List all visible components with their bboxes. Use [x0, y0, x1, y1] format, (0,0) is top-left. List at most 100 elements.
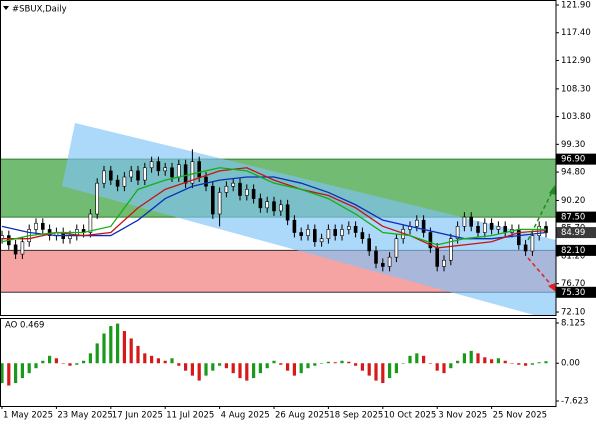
- x-tick-label: 3 Nov 2025: [438, 411, 487, 421]
- ao-bar: [20, 363, 24, 379]
- ao-bar: [7, 363, 11, 386]
- candle-body: [177, 164, 181, 178]
- ao-bar: [204, 363, 208, 376]
- candle-body: [231, 182, 236, 187]
- ao-bar: [483, 357, 487, 364]
- candle-body: [238, 182, 242, 196]
- ao-bar: [252, 363, 256, 379]
- candle-body: [523, 244, 528, 252]
- candle-body: [156, 161, 161, 172]
- ao-bar: [116, 323, 120, 364]
- candle-body: [163, 167, 168, 172]
- y-tick-label: 117.40: [561, 28, 591, 38]
- ao-bar: [374, 363, 378, 381]
- y-tick-label: 108.30: [561, 84, 591, 94]
- ao-bar: [537, 362, 541, 364]
- ao-bar: [88, 353, 92, 364]
- candle-body: [34, 222, 38, 230]
- candle-body: [367, 238, 372, 252]
- candle-body: [204, 176, 208, 187]
- candle-body: [340, 229, 344, 236]
- ao-bar: [490, 359, 494, 364]
- candle-body: [224, 185, 229, 193]
- price-label: 87.50: [561, 213, 585, 223]
- candle-body: [374, 250, 378, 264]
- ao-bar: [517, 363, 521, 365]
- ao-bar: [320, 363, 324, 364]
- y-tick-label: 103.80: [561, 112, 591, 122]
- price-label-bg: [556, 244, 596, 256]
- ao-bar: [170, 358, 174, 364]
- ao-bar: [408, 355, 412, 364]
- candle-body: [428, 232, 433, 249]
- ao-bar: [360, 363, 365, 371]
- ao-bar: [54, 358, 58, 364]
- price-label: 75.30: [561, 288, 585, 298]
- ao-bar: [95, 343, 99, 364]
- x-tick-label: 4 Aug 2025: [221, 411, 270, 421]
- candle-body: [197, 161, 202, 178]
- ao-bar: [224, 363, 229, 369]
- candle-body: [190, 161, 195, 184]
- ao-frame: [0, 318, 557, 407]
- ao-bar: [292, 363, 297, 376]
- ao-bar: [435, 363, 439, 371]
- moving-average: [1, 167, 547, 246]
- ao-bar: [272, 360, 276, 364]
- candle-body: [251, 189, 256, 199]
- candle-body: [483, 222, 487, 233]
- ao-bar: [333, 362, 337, 364]
- candle-body: [455, 226, 460, 239]
- candle-body: [170, 167, 174, 178]
- ao-bar: [109, 326, 113, 364]
- last-price-label: 84.99: [561, 228, 585, 238]
- channel: [62, 123, 556, 315]
- ao-bar: [428, 363, 433, 364]
- ao-bar: [190, 363, 195, 376]
- ao-bar: [129, 338, 133, 364]
- candle-body: [360, 232, 365, 239]
- y-tick-label: 72.10: [561, 308, 585, 318]
- candle-body: [258, 198, 263, 209]
- price-label-bg: [556, 153, 596, 165]
- ao-bar: [122, 331, 127, 364]
- ao-panel: [0, 323, 548, 386]
- candle-body: [13, 244, 18, 255]
- trend-channel: [62, 123, 556, 315]
- price-label-bg: [556, 211, 596, 223]
- ao-bar: [258, 363, 263, 374]
- ao-bar: [61, 363, 65, 364]
- ao-bar: [279, 363, 283, 365]
- ao-bar: [68, 363, 72, 366]
- candle-body: [313, 229, 317, 243]
- moving-average: [1, 167, 547, 249]
- up-arrow-head: [549, 185, 556, 195]
- candle-body: [442, 259, 446, 267]
- price-label: 82.10: [561, 246, 585, 256]
- ao-bar: [299, 363, 303, 374]
- candle-body: [469, 216, 474, 227]
- ao-bar: [102, 333, 106, 364]
- ao-bar: [184, 363, 188, 371]
- candle-body: [462, 216, 467, 227]
- candle-body: [421, 219, 426, 233]
- ao-bar: [503, 360, 507, 364]
- y-tick-label: 94.80: [561, 168, 585, 178]
- candle-body: [285, 204, 290, 221]
- x-tick-label: 25 Nov 2025: [493, 411, 547, 421]
- ao-bar: [354, 363, 358, 366]
- menu-arrow[interactable]: [3, 6, 9, 10]
- ao-bar: [47, 355, 52, 364]
- ao-bar: [422, 355, 426, 364]
- ao-bar: [231, 363, 235, 374]
- down-arrow-head: [548, 283, 556, 292]
- ao-bar: [544, 361, 548, 364]
- ao-bar: [136, 345, 140, 364]
- ao-bar: [245, 363, 249, 381]
- candle-body: [88, 213, 93, 233]
- candle-body: [299, 232, 304, 236]
- down-arrow: [527, 257, 554, 288]
- ao-bar: [367, 363, 371, 376]
